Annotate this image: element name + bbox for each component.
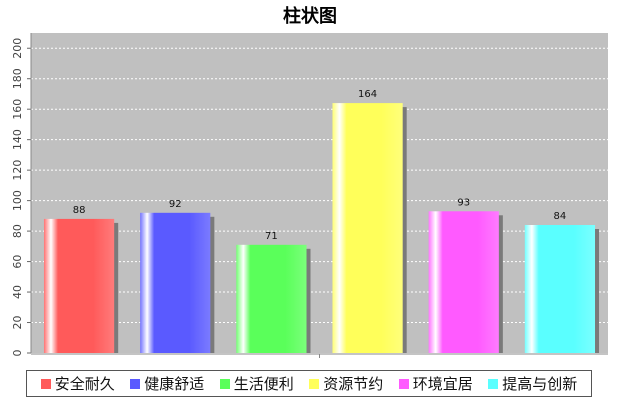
legend-item: 健康舒适 <box>130 373 204 394</box>
legend-swatch <box>309 378 320 389</box>
y-tick-label: 140 <box>11 129 24 150</box>
legend-label: 环境宜居 <box>412 375 473 393</box>
y-tick-label: 100 <box>11 190 24 211</box>
legend-swatch <box>40 378 51 389</box>
legend-item: 资源节约 <box>309 373 383 394</box>
y-tick-label: 200 <box>11 38 24 59</box>
legend-label: 安全耐久 <box>54 375 115 393</box>
bar-value-label: 92 <box>169 199 182 210</box>
y-tick-label: 60 <box>11 255 24 269</box>
bar <box>236 244 307 353</box>
y-tick-label: 40 <box>11 285 24 299</box>
bar-value-label: 71 <box>265 231 278 242</box>
chart-title: 柱状图 <box>283 5 337 27</box>
bar <box>332 103 403 353</box>
bar <box>43 218 115 353</box>
bar <box>428 211 499 353</box>
y-tick-label: 20 <box>11 316 24 330</box>
legend-swatch <box>398 378 409 389</box>
y-tick-label: 180 <box>11 68 24 89</box>
legend: 安全耐久 健康舒适 生活便利 资源节约 环境宜居 提高与创新 <box>26 370 592 397</box>
y-tick-label: 0 <box>11 350 24 357</box>
bar <box>140 212 211 353</box>
plot-area <box>31 33 608 353</box>
legend-item: 安全耐久 <box>40 373 115 394</box>
legend-swatch <box>488 378 499 389</box>
bar-value-label: 164 <box>358 89 377 100</box>
legend-item: 提高与创新 <box>488 373 577 394</box>
y-tick-label: 80 <box>11 224 24 238</box>
legend-label: 提高与创新 <box>502 375 578 393</box>
y-tick-label: 120 <box>11 160 24 181</box>
legend-item: 环境宜居 <box>398 373 473 394</box>
y-tick-label: 160 <box>11 99 24 120</box>
bar-value-label: 88 <box>73 205 86 216</box>
legend-swatch <box>130 378 141 389</box>
legend-label: 健康舒适 <box>144 375 205 393</box>
legend-item: 生活便利 <box>219 373 294 394</box>
legend-label: 资源节约 <box>323 375 384 393</box>
bar-value-label: 93 <box>457 197 470 208</box>
legend-label: 生活便利 <box>233 375 294 393</box>
bar <box>524 225 596 353</box>
bar-value-label: 84 <box>554 211 567 222</box>
legend-swatch <box>219 378 230 389</box>
